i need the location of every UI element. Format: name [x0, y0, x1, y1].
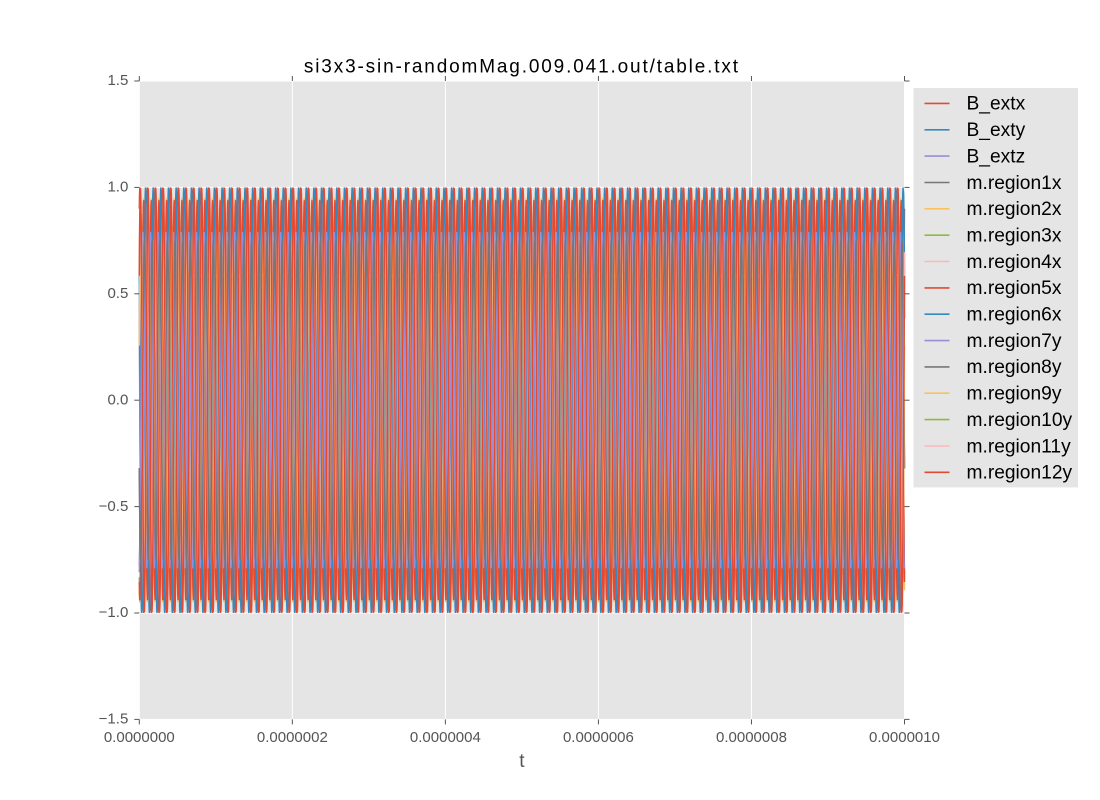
svg-text:0.0000004: 0.0000004	[410, 729, 481, 746]
svg-text:m.region11y: m.region11y	[967, 436, 1072, 457]
svg-text:−0.5: −0.5	[99, 498, 129, 515]
svg-text:m.region8y: m.region8y	[967, 357, 1062, 378]
svg-text:1.0: 1.0	[107, 179, 128, 196]
svg-text:−1.0: −1.0	[99, 604, 129, 621]
svg-text:m.region5x: m.region5x	[967, 278, 1062, 299]
svg-text:m.region3x: m.region3x	[967, 226, 1062, 247]
svg-text:1.5: 1.5	[107, 72, 128, 89]
svg-text:−1.5: −1.5	[99, 711, 129, 728]
svg-text:B_extx: B_extx	[967, 94, 1026, 115]
svg-text:0.5: 0.5	[107, 285, 128, 302]
svg-text:m.region10y: m.region10y	[967, 410, 1073, 431]
svg-text:0.0000000: 0.0000000	[104, 729, 175, 746]
svg-text:m.region9y: m.region9y	[967, 384, 1062, 405]
svg-text:m.region7y: m.region7y	[967, 331, 1062, 352]
svg-text:0.0000002: 0.0000002	[257, 729, 328, 746]
svg-text:m.region6x: m.region6x	[967, 305, 1062, 326]
svg-text:B_exty: B_exty	[967, 120, 1026, 141]
svg-text:si3x3-sin-randomMag.009.041.ou: si3x3-sin-randomMag.009.041.out/table.tx…	[304, 57, 740, 78]
svg-text:m.region4x: m.region4x	[967, 252, 1062, 273]
svg-text:t: t	[519, 751, 525, 772]
svg-text:m.region12y: m.region12y	[967, 463, 1073, 484]
svg-text:m.region2x: m.region2x	[967, 199, 1062, 220]
svg-text:0.0000006: 0.0000006	[563, 729, 634, 746]
svg-text:0.0000008: 0.0000008	[716, 729, 787, 746]
svg-text:0.0000010: 0.0000010	[869, 729, 940, 746]
svg-text:B_extz: B_extz	[967, 146, 1026, 167]
svg-text:0.0: 0.0	[107, 391, 128, 408]
svg-text:m.region1x: m.region1x	[967, 173, 1062, 194]
